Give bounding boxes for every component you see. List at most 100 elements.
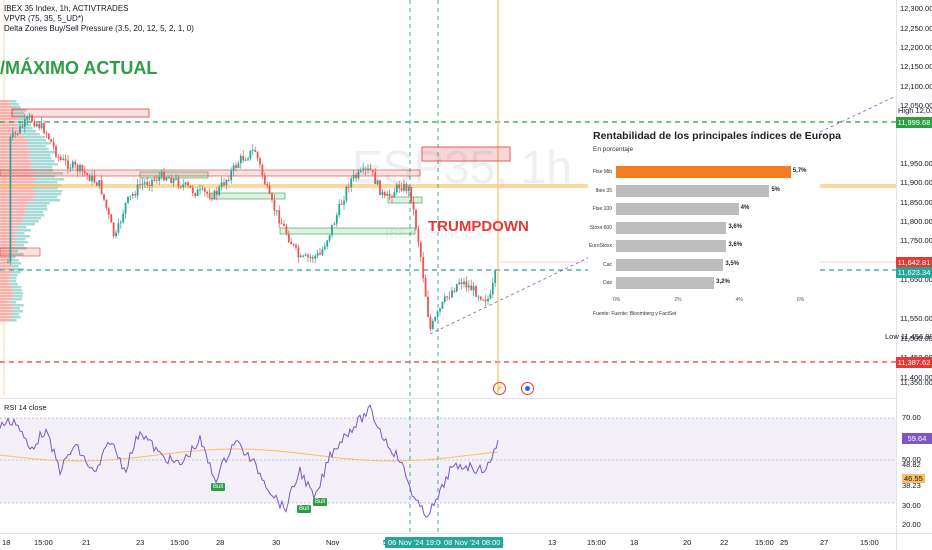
candle-body (247, 158, 249, 160)
candle-body (129, 195, 132, 197)
time-tick-label: 23 (136, 538, 145, 547)
vp-buy-bar (8, 256, 16, 259)
vp-buy-bar (14, 232, 25, 235)
event-icon[interactable] (521, 382, 534, 395)
inset-chart-subtitle: En porcentaje (593, 146, 634, 153)
vp-sell-bar (0, 181, 33, 184)
vp-buy-bar (36, 172, 64, 175)
vp-buy-bar (11, 307, 21, 310)
vp-buy-bar (13, 268, 24, 271)
rsi-current-tag: 59.64 (902, 433, 932, 444)
candle-body (261, 164, 264, 176)
bull-label: Bull (313, 498, 328, 506)
vp-sell-bar (0, 190, 36, 193)
vp-sell-bar (0, 238, 15, 241)
candlesticks (7, 112, 497, 332)
bar-value-label: 4% (740, 205, 750, 211)
price-tick-label: 12,100.00 (900, 82, 932, 91)
symbol-watermark: ESP35, 1h (352, 141, 572, 193)
price-tick-label: 11,650.00 (900, 275, 932, 284)
candle-body (434, 317, 437, 321)
candle-body (141, 183, 144, 185)
vp-sell-bar (0, 304, 14, 307)
candle-body (407, 186, 410, 192)
candle-body (179, 186, 182, 188)
symbol-legend[interactable]: IBEX 35 Index, 1h, ACTIVTRADES (4, 4, 129, 13)
vp-sell-bar (0, 232, 15, 235)
candle-body (33, 121, 36, 127)
vp-sell-bar (0, 274, 11, 277)
candle-body (122, 213, 125, 223)
time-tick-label: 25 (780, 538, 789, 547)
candle-body (127, 196, 129, 203)
candle-body (333, 223, 336, 225)
vp-sell-bar (0, 187, 34, 190)
vp-buy-bar (10, 250, 18, 253)
candle-body (455, 284, 458, 292)
bar (616, 184, 770, 197)
rsi-legend[interactable]: RSI 14 close (4, 403, 47, 412)
candle-body (64, 158, 67, 161)
candle-body (393, 192, 396, 198)
vp-buy-bar (17, 235, 30, 238)
candle-body (19, 126, 21, 134)
vp-sell-bar (0, 319, 10, 322)
bar-label: Ftse Mib (592, 169, 612, 175)
vp-buy-bar (26, 205, 47, 208)
vp-sell-bar (0, 166, 30, 169)
vp-buy-bar (20, 130, 36, 133)
candle-body (311, 257, 314, 259)
candle-body (314, 255, 317, 259)
vp-sell-bar (0, 316, 12, 319)
candle-body (379, 180, 381, 195)
candle-body (187, 182, 189, 186)
vp-sell-bar (0, 292, 14, 295)
vp-buy-bar (36, 178, 65, 181)
candle-body (165, 177, 168, 181)
vp-sell-bar (0, 268, 14, 271)
lightning-icon[interactable]: ⚡ (493, 382, 506, 395)
low-label: Low 11,456.90 (885, 332, 932, 341)
candle-body (189, 185, 192, 188)
vp-sell-bar (0, 271, 12, 274)
time-tick-label: 15:00 (755, 538, 774, 547)
vp-sell-bar (0, 163, 34, 166)
vp-buy-bar (32, 181, 58, 184)
candle-body (417, 228, 420, 243)
vpvr-legend[interactable]: VPVR (75, 35, 5_UD*) (4, 14, 84, 23)
bar-value-label: 3,2% (716, 279, 730, 285)
candle-body (146, 182, 149, 185)
vp-buy-bar (10, 283, 18, 286)
vp-buy-bar (35, 190, 62, 193)
time-tick-label: 13 (548, 538, 557, 547)
price-tick-label: 11,900.00 (900, 178, 932, 187)
candle-body (431, 320, 434, 329)
vp-buy-bar (9, 100, 17, 103)
bar (616, 240, 727, 252)
price-tick-label: 12,300.00 (900, 4, 932, 13)
vp-sell-bar (0, 229, 18, 232)
vp-sell-bar (0, 211, 25, 214)
candle-body (458, 282, 461, 285)
vp-sell-bar (0, 253, 14, 256)
price-tick-label: 12,050.00 (900, 101, 932, 110)
delta-zones-legend[interactable]: Delta Zones Buy/Sell Pressure (3.5, 20, … (4, 24, 194, 33)
candle-body (290, 242, 293, 245)
candle-body (263, 175, 266, 185)
candle-body (465, 281, 468, 288)
candle-body (16, 133, 19, 135)
candle-body (383, 192, 386, 196)
vp-buy-bar (13, 310, 24, 313)
vp-sell-bar (0, 100, 10, 103)
candle-body (55, 146, 57, 157)
time-tick-label: 22 (720, 538, 729, 547)
vp-buy-bar (24, 211, 44, 214)
candle-body (230, 170, 233, 181)
vp-sell-bar (0, 277, 10, 280)
vp-sell-bar (0, 226, 16, 229)
candle-body (307, 254, 309, 258)
vp-sell-bar (0, 217, 24, 220)
vp-buy-bar (23, 217, 41, 220)
tag-teal-level: 11,623.34 (896, 267, 932, 278)
